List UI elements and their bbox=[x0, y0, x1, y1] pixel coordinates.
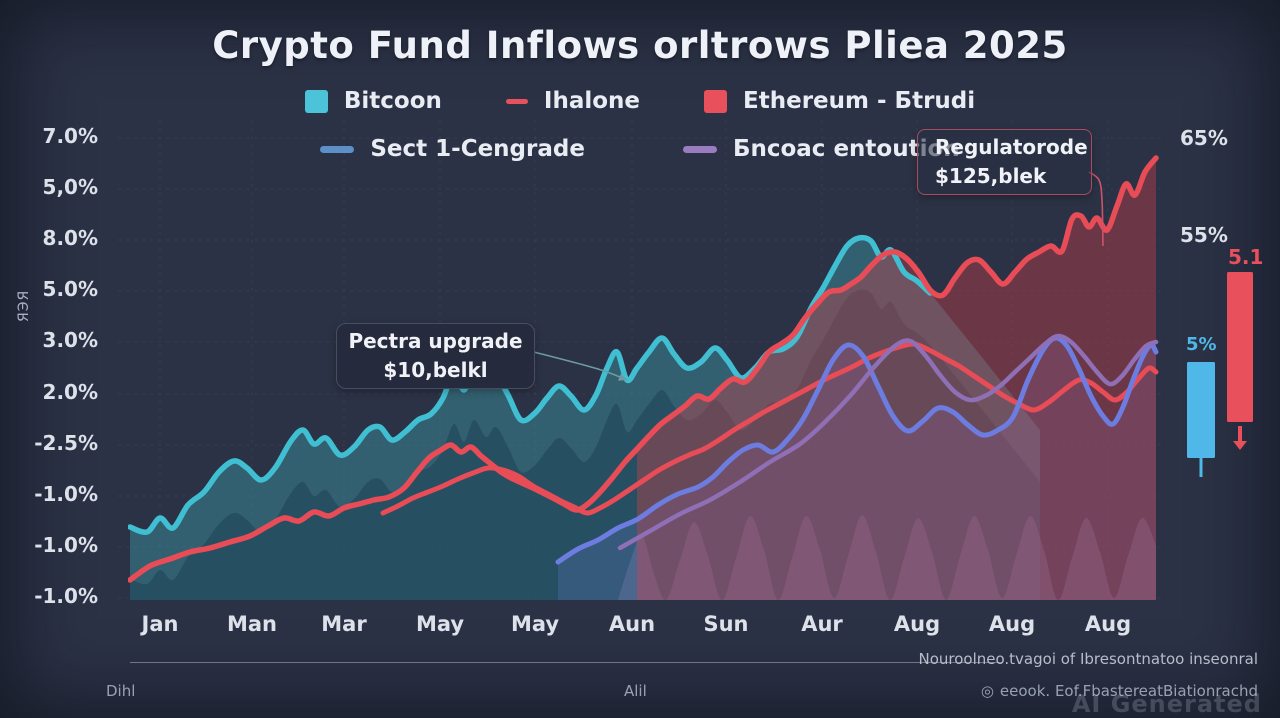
legend-item-sect-1-cengrade[interactable]: Sect 1-Cengrade bbox=[320, 136, 585, 162]
legend-swatch-icon bbox=[304, 89, 328, 113]
cyan-candle-label: 5% bbox=[1186, 334, 1217, 355]
red-candle-down-arrow-icon bbox=[1233, 441, 1247, 450]
y-tick: 5,0% bbox=[42, 175, 98, 199]
legend-swatch-icon bbox=[505, 98, 528, 104]
footer-source: ◎ eeook. Eof.FbastereatBiationrachd bbox=[981, 682, 1258, 700]
legend-label: Ihalone bbox=[543, 88, 641, 114]
bitcoin-area-shadow bbox=[130, 289, 1040, 600]
y-axis-title: ЯЭЯ bbox=[16, 289, 32, 322]
legend-swatch-icon bbox=[682, 145, 717, 153]
pectra-annotation-value: $10,belkl bbox=[383, 358, 488, 382]
x-tick: Aun bbox=[608, 612, 656, 636]
red-candle-label: 5.1 bbox=[1228, 245, 1264, 269]
y-axis-ticks: 7.0% 5,0% 8.0% 5.0% 3.0% 2.0% -2.5% -1.0% -1.0% -… bbox=[0, 0, 98, 718]
x-tick: Aug bbox=[988, 612, 1036, 636]
y-tick: 8.0% bbox=[42, 226, 98, 250]
legend-item-ethereum-trudi[interactable]: Ethereum - Бtrudi bbox=[704, 88, 975, 114]
y-tick: 2.0% bbox=[42, 380, 98, 404]
y-tick: 5.0% bbox=[42, 277, 98, 301]
footer-center-label: Alil bbox=[624, 682, 647, 700]
footer-divider bbox=[130, 662, 1002, 663]
cyan-candle bbox=[1187, 362, 1215, 458]
right-label-mid: 55% bbox=[1180, 223, 1228, 247]
x-tick: Aug bbox=[1084, 612, 1132, 636]
legend-label: Sect 1-Cengrade bbox=[370, 136, 585, 162]
y-tick: 3.0% bbox=[42, 328, 98, 352]
x-tick: Mar bbox=[321, 612, 367, 636]
footer-left-label: Dihl bbox=[106, 682, 136, 700]
ethereum-line-b bbox=[380, 341, 1159, 516]
x-tick: Jan bbox=[141, 612, 179, 636]
y-tick: -1.0% bbox=[34, 533, 98, 557]
x-axis-ticks: Jan Man Mar May May Aun Sun Aur Aug Aug Aug bbox=[0, 612, 1280, 646]
regulator-annotation-box: Regulatorode $125,blek bbox=[917, 129, 1092, 195]
pectra-annotation-box: Pectra upgrade $10,belkl bbox=[336, 323, 535, 389]
sect-area bbox=[558, 337, 1156, 600]
regulator-leader bbox=[1088, 171, 1104, 247]
legend-swatch-icon bbox=[704, 89, 728, 113]
y-tick: -1.0% bbox=[34, 584, 98, 608]
series-group bbox=[128, 155, 1159, 601]
y-tick: 7.0% bbox=[42, 124, 98, 148]
ethereum-area bbox=[637, 158, 1156, 600]
legend-item-ihalone[interactable]: Ihalone bbox=[505, 88, 641, 114]
chart-title: Crypto Fund Inflows orltrows Pliea 2025 bbox=[212, 24, 1068, 67]
x-tick: Sun bbox=[703, 612, 749, 636]
x-tick: Man bbox=[226, 612, 278, 636]
purple-line bbox=[617, 333, 1159, 551]
red-candle bbox=[1227, 272, 1253, 422]
sect-line bbox=[555, 335, 1159, 565]
right-label-top: 65% bbox=[1180, 126, 1228, 150]
pectra-annotation-title: Pectra upgrade bbox=[348, 329, 523, 353]
legend-label: Bitcoon bbox=[343, 88, 442, 114]
pectra-leader-arrow-icon bbox=[618, 373, 627, 381]
x-tick: May bbox=[510, 612, 560, 636]
footer-note: Nouroolneo.tvagoi of Ibresontnatoo inseo… bbox=[918, 650, 1258, 668]
legend-item-bitcoon[interactable]: Bitcoon bbox=[304, 88, 442, 114]
regulator-annotation-value: $125,blek bbox=[935, 164, 1047, 188]
source-icon: ◎ bbox=[980, 682, 994, 700]
y-tick: -2.5% bbox=[34, 431, 98, 455]
footer-source-text: eeook. Eof.FbastereatBiationrachd bbox=[999, 682, 1258, 700]
ethereum-line-a bbox=[128, 155, 1159, 583]
y-tick: -1.0% bbox=[34, 482, 98, 506]
legend-label: Ethereum - Бtrudi bbox=[743, 88, 976, 114]
x-tick: May bbox=[415, 612, 465, 636]
legend-swatch-icon bbox=[320, 145, 355, 153]
slate-notched-area bbox=[618, 514, 1156, 601]
legend-row-1: Bitcoon Ihalone Ethereum - Бtrudi bbox=[0, 88, 1280, 114]
x-tick: Aur bbox=[801, 612, 843, 636]
x-tick: Aug bbox=[893, 612, 941, 636]
regulator-annotation-title: Regulatorode bbox=[935, 135, 1088, 159]
